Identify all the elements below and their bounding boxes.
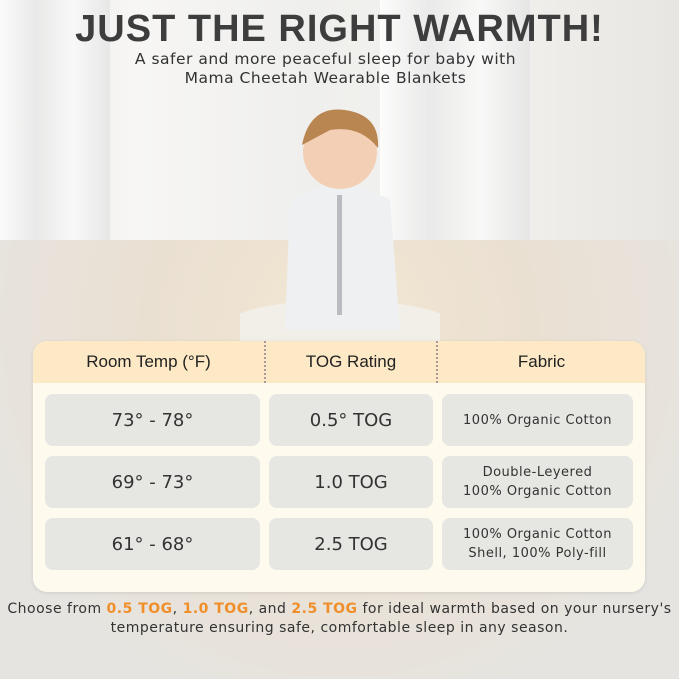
header-room-temp: Room Temp (°F) (33, 341, 266, 383)
headline: JUST THE RIGHT WARMTH! (75, 8, 604, 50)
highlight-tog: 2.5 TOG (291, 601, 358, 617)
tog-cell: 2.5 TOG (269, 518, 433, 570)
table-row: 61° - 68° 2.5 TOG 100% Organic Cotton She… (45, 518, 633, 570)
header-tog-rating: TOG Rating (266, 341, 438, 383)
footer-text-part: , and (248, 601, 292, 617)
fabric-line: Double-Leyered (482, 465, 593, 480)
tog-cell: 1.0 TOG (269, 456, 433, 508)
tog-cell: 0.5° TOG (269, 394, 433, 446)
table-row: 69° - 73° 1.0 TOG Double-Leyered 100% Org… (45, 456, 633, 508)
fabric-cell: 100% Organic Cotton (442, 394, 633, 446)
fabric-line: Shell, 100% Poly-fill (468, 546, 607, 561)
fabric-line: 100% Organic Cotton (463, 412, 612, 428)
footer-text-part: for ideal warmth based on your nursery's… (110, 601, 672, 636)
footer-text-part: , (172, 601, 183, 617)
fabric-cell: Double-Leyered 100% Organic Cotton (442, 456, 633, 508)
header-fabric: Fabric (517, 352, 566, 371)
subtitle-line: Mama Cheetah Wearable Blankets (184, 69, 467, 87)
table-row: 73° - 78° 0.5° TOG 100% Organic Cotton (45, 394, 633, 446)
highlight-tog: 1.0 TOG (182, 601, 249, 617)
temp-cell: 61° - 68° (45, 518, 260, 570)
footer-text-part: Choose from (7, 601, 107, 617)
fabric-line: 100% Organic Cotton (463, 484, 612, 499)
footer-text: Choose from 0.5 TOG, 1.0 TOG, and 2.5 TO… (0, 600, 679, 638)
fabric-line: 100% Organic Cotton (463, 527, 612, 542)
subtitle: A safer and more peaceful sleep for baby… (0, 50, 651, 88)
temp-cell: 69° - 73° (45, 456, 260, 508)
fabric-cell: 100% Organic Cotton Shell, 100% Poly-fill (442, 518, 633, 570)
subtitle-line: A safer and more peaceful sleep for baby… (134, 50, 517, 68)
tog-table: Room Temp (°F) TOG Rating Fabric 73° - 7… (33, 341, 645, 592)
baby-photo (240, 109, 440, 350)
table-header: Room Temp (°F) TOG Rating Fabric (33, 341, 645, 383)
temp-cell: 73° - 78° (45, 394, 260, 446)
highlight-tog: 0.5 TOG (106, 601, 173, 617)
